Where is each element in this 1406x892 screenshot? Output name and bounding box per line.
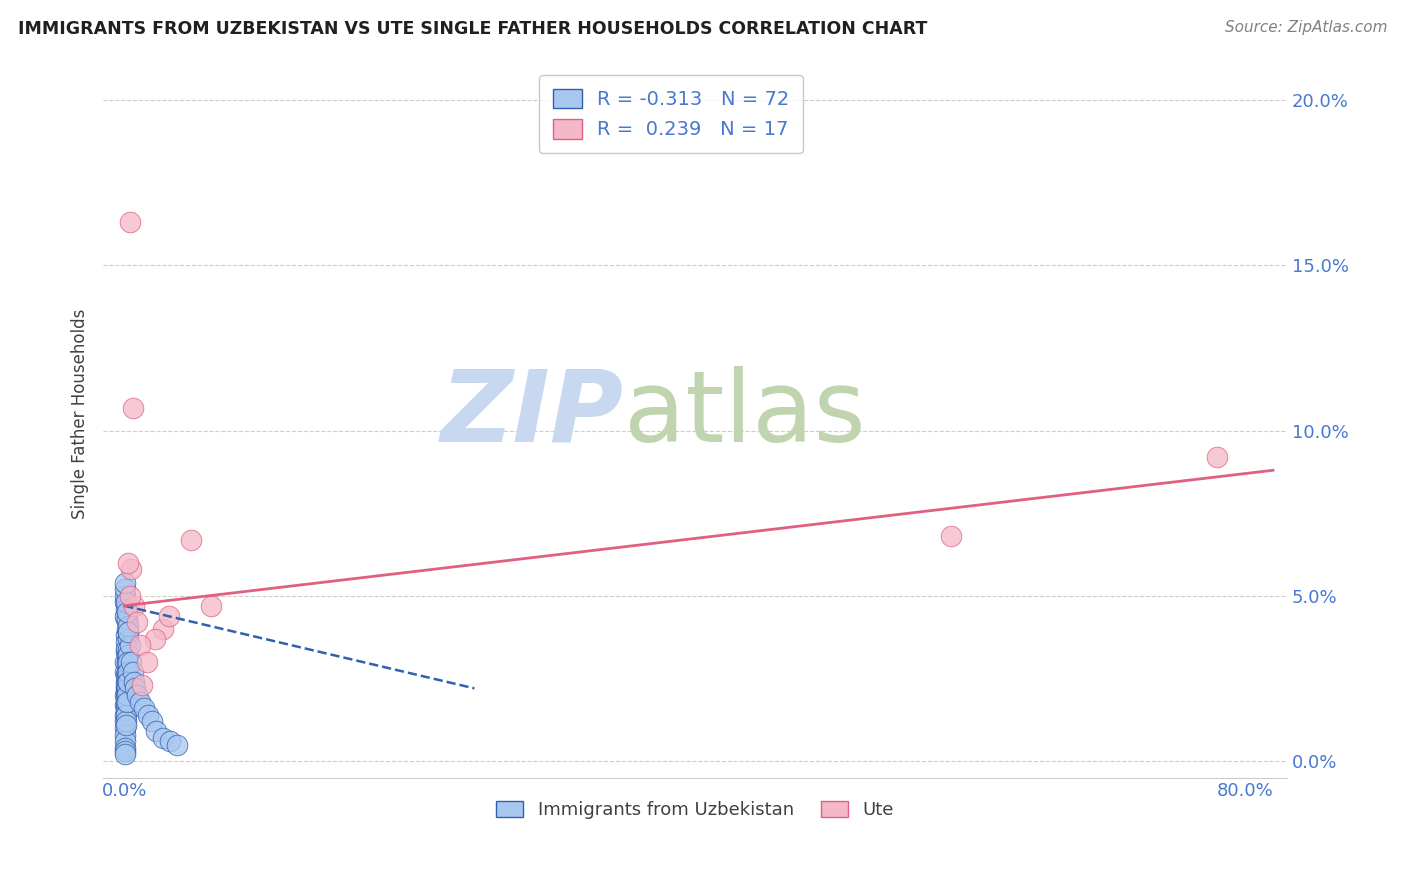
Point <box>114 714 136 729</box>
Point <box>114 635 136 649</box>
Point <box>121 665 143 679</box>
Point <box>114 707 136 722</box>
Point <box>115 658 138 673</box>
Point <box>128 639 150 653</box>
Point <box>114 747 136 762</box>
Point <box>152 731 174 745</box>
Point <box>115 622 138 636</box>
Point <box>114 595 136 609</box>
Point <box>939 529 962 543</box>
Point <box>117 632 139 646</box>
Point <box>115 678 138 692</box>
Point <box>118 215 141 229</box>
Point <box>115 606 138 620</box>
Point <box>115 714 138 729</box>
Point <box>114 589 136 603</box>
Point <box>114 628 136 642</box>
Point <box>115 688 138 702</box>
Y-axis label: Single Father Households: Single Father Households <box>72 309 89 519</box>
Point <box>115 655 138 669</box>
Point <box>117 556 139 570</box>
Text: ZIP: ZIP <box>441 366 624 463</box>
Point <box>152 622 174 636</box>
Point <box>141 714 163 729</box>
Point <box>115 612 138 626</box>
Point <box>114 641 136 656</box>
Point <box>121 401 143 415</box>
Point <box>115 681 138 696</box>
Point <box>114 608 136 623</box>
Point <box>118 639 141 653</box>
Point <box>114 721 136 735</box>
Point <box>115 695 138 709</box>
Point <box>115 707 138 722</box>
Point <box>115 602 138 616</box>
Point <box>114 705 136 719</box>
Point <box>1206 450 1229 464</box>
Point <box>117 618 139 632</box>
Point <box>124 681 146 696</box>
Point <box>157 608 180 623</box>
Text: atlas: atlas <box>624 366 866 463</box>
Point <box>115 612 138 626</box>
Point <box>118 589 141 603</box>
Point <box>117 625 139 640</box>
Legend: Immigrants from Uzbekistan, Ute: Immigrants from Uzbekistan, Ute <box>489 794 901 827</box>
Point <box>114 655 136 669</box>
Point <box>115 717 138 731</box>
Point <box>115 674 138 689</box>
Point <box>114 575 136 590</box>
Point <box>117 648 139 663</box>
Point <box>115 665 138 679</box>
Point <box>120 655 142 669</box>
Point <box>115 595 138 609</box>
Point <box>132 701 155 715</box>
Point <box>114 740 136 755</box>
Point <box>115 684 138 698</box>
Point <box>117 655 139 669</box>
Point <box>117 625 139 640</box>
Point <box>117 665 139 679</box>
Point <box>114 688 136 702</box>
Point <box>125 615 148 630</box>
Point <box>117 674 139 689</box>
Point <box>114 665 136 679</box>
Point <box>114 582 136 597</box>
Point <box>115 648 138 663</box>
Point <box>122 599 145 613</box>
Point <box>135 655 157 669</box>
Point <box>115 684 138 698</box>
Point <box>125 688 148 702</box>
Point <box>159 734 181 748</box>
Point <box>180 533 202 547</box>
Point <box>115 672 138 686</box>
Point <box>120 562 142 576</box>
Point <box>145 724 167 739</box>
Text: Source: ZipAtlas.com: Source: ZipAtlas.com <box>1225 20 1388 35</box>
Text: IMMIGRANTS FROM UZBEKISTAN VS UTE SINGLE FATHER HOUSEHOLDS CORRELATION CHART: IMMIGRANTS FROM UZBEKISTAN VS UTE SINGLE… <box>18 20 928 37</box>
Point <box>114 645 136 659</box>
Point <box>166 738 188 752</box>
Point <box>114 734 136 748</box>
Point <box>114 668 136 682</box>
Point <box>128 695 150 709</box>
Point <box>114 744 136 758</box>
Point <box>114 698 136 712</box>
Point <box>131 678 153 692</box>
Point <box>200 599 222 613</box>
Point <box>122 674 145 689</box>
Point <box>115 674 138 689</box>
Point <box>115 698 138 712</box>
Point <box>117 641 139 656</box>
Point <box>114 681 136 696</box>
Point <box>115 695 138 709</box>
Point <box>143 632 166 646</box>
Point <box>115 691 138 706</box>
Point <box>114 728 136 742</box>
Point <box>136 707 159 722</box>
